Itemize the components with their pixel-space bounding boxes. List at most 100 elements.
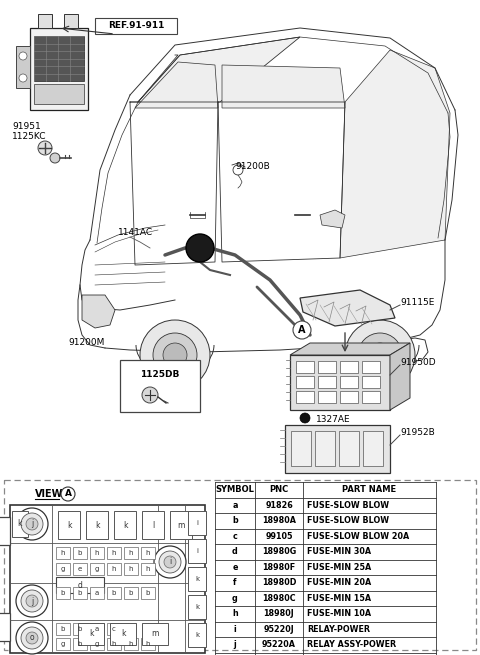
Circle shape: [19, 74, 27, 82]
Text: 91952B: 91952B: [400, 428, 435, 437]
Text: 1125KC: 1125KC: [12, 132, 47, 141]
Bar: [141, 638, 155, 650]
Bar: [318, 391, 336, 403]
Bar: [4, 480, 476, 650]
Bar: [34, 84, 84, 104]
Text: i: i: [169, 557, 171, 567]
Circle shape: [21, 513, 43, 535]
Text: b: b: [61, 590, 65, 596]
Circle shape: [61, 487, 75, 501]
Circle shape: [16, 622, 48, 654]
Bar: [340, 391, 358, 403]
Bar: [107, 623, 121, 635]
Text: h: h: [112, 641, 116, 647]
Bar: [315, 431, 335, 466]
Text: j: j: [234, 640, 236, 649]
Bar: [124, 547, 138, 559]
Bar: [73, 563, 87, 575]
Text: VIEW: VIEW: [35, 489, 63, 499]
Bar: [90, 587, 104, 599]
Text: k: k: [67, 521, 71, 529]
Bar: [110, 623, 136, 645]
Circle shape: [21, 590, 43, 612]
Text: f: f: [233, 578, 237, 588]
Text: 95220A: 95220A: [262, 640, 296, 649]
Text: h: h: [129, 566, 133, 572]
Bar: [340, 361, 358, 373]
Polygon shape: [290, 343, 410, 355]
Bar: [38, 14, 52, 28]
Text: 91950D: 91950D: [400, 358, 436, 367]
Text: b: b: [232, 516, 238, 525]
Text: g: g: [95, 641, 99, 647]
Text: FUSE-SLOW BLOW: FUSE-SLOW BLOW: [307, 501, 389, 510]
Circle shape: [50, 153, 60, 163]
Circle shape: [293, 321, 311, 339]
Circle shape: [26, 632, 38, 644]
Bar: [141, 547, 155, 559]
Text: FUSE-MIN 15A: FUSE-MIN 15A: [307, 593, 371, 603]
Circle shape: [19, 52, 27, 60]
Text: h: h: [112, 566, 116, 572]
Text: m: m: [177, 521, 185, 529]
Bar: [142, 623, 168, 645]
Text: c: c: [233, 532, 238, 541]
Bar: [56, 623, 70, 635]
Text: k: k: [195, 576, 199, 582]
Circle shape: [186, 234, 214, 262]
Circle shape: [358, 333, 402, 377]
Text: k: k: [195, 604, 199, 610]
Circle shape: [38, 141, 52, 155]
Bar: [142, 511, 164, 539]
Bar: [362, 376, 380, 388]
Circle shape: [26, 595, 38, 607]
Bar: [290, 355, 390, 410]
Text: h: h: [129, 641, 133, 647]
Text: h: h: [112, 550, 116, 556]
Polygon shape: [138, 37, 300, 102]
Circle shape: [142, 387, 158, 403]
Circle shape: [345, 320, 415, 390]
Text: 18980G: 18980G: [262, 547, 296, 556]
Text: l: l: [152, 521, 154, 529]
Circle shape: [300, 413, 310, 423]
Bar: [73, 587, 87, 599]
Bar: [86, 511, 108, 539]
Bar: [73, 623, 87, 635]
Text: b: b: [78, 641, 82, 647]
Text: 91826: 91826: [265, 501, 293, 510]
Text: b: b: [146, 590, 150, 596]
Text: 91115E: 91115E: [400, 298, 434, 307]
Bar: [0, 613, 10, 641]
Bar: [90, 638, 104, 650]
Bar: [170, 511, 192, 539]
Text: SYMBOL: SYMBOL: [216, 485, 254, 495]
Text: h: h: [146, 550, 150, 556]
Text: k: k: [18, 519, 22, 529]
Text: 18980D: 18980D: [262, 578, 296, 588]
Bar: [296, 361, 314, 373]
Text: j: j: [31, 519, 33, 529]
Bar: [291, 431, 311, 466]
Bar: [95, 18, 177, 34]
Text: A: A: [298, 325, 306, 335]
Bar: [30, 28, 88, 110]
Text: FUSE-MIN 10A: FUSE-MIN 10A: [307, 609, 371, 618]
Circle shape: [153, 333, 197, 377]
Bar: [296, 391, 314, 403]
Text: FUSE-MIN 25A: FUSE-MIN 25A: [307, 563, 371, 572]
Text: 18980J: 18980J: [264, 609, 294, 618]
Bar: [107, 547, 121, 559]
Polygon shape: [82, 295, 115, 328]
Text: FUSE-SLOW BLOW: FUSE-SLOW BLOW: [307, 516, 389, 525]
Bar: [90, 547, 104, 559]
Circle shape: [163, 343, 187, 367]
Bar: [124, 587, 138, 599]
Text: 91200M: 91200M: [68, 338, 104, 347]
Text: d: d: [232, 547, 238, 556]
Text: 1327AE: 1327AE: [316, 415, 350, 424]
Circle shape: [164, 556, 176, 568]
Bar: [16, 46, 30, 88]
Bar: [90, 623, 104, 635]
Text: a: a: [95, 590, 99, 596]
